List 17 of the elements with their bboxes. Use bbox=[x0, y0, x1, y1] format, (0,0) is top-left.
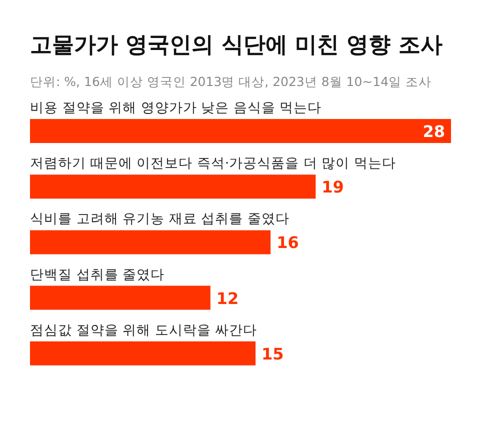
data-label: 16 bbox=[276, 233, 299, 252]
y-tick-label: 단백질 섭취를 줄였다 bbox=[30, 266, 165, 283]
chart-subtitle: 단위: %, 16세 이상 영국인 2013명 대상, 2023년 8월 10~14일 조사 bbox=[29, 73, 433, 91]
data-label: 15 bbox=[262, 344, 284, 364]
bar bbox=[30, 119, 451, 143]
y-tick-label: 점심값 절약을 위해 도시락을 싸간다 bbox=[30, 322, 258, 338]
y-tick-label: 비용 절약을 위해 영양가가 낮은 음식을 먹는다 bbox=[30, 100, 322, 116]
data-label: 19 bbox=[322, 178, 344, 197]
data-label: 12 bbox=[216, 288, 239, 308]
bar bbox=[30, 286, 210, 310]
y-tick-label: 저렴하기 때문에 이전보다 즉석·가공식품을 더 많이 먹는다 bbox=[30, 156, 396, 172]
chart-title: 고물가가 영국인의 식단에 미친 영향 조사 bbox=[29, 32, 444, 60]
bar bbox=[30, 174, 316, 199]
bar bbox=[30, 230, 271, 254]
data-label: 28 bbox=[422, 122, 445, 141]
bar bbox=[30, 341, 256, 366]
y-tick-label: 식비를 고려해 유기농 재료 섭취를 줄였다 bbox=[30, 211, 290, 228]
